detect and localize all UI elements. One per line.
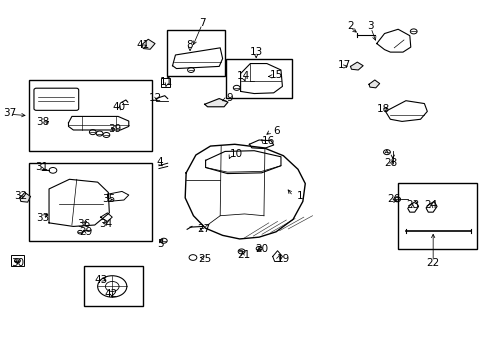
Polygon shape: [141, 39, 155, 49]
Text: 9: 9: [226, 93, 233, 103]
Text: 41: 41: [137, 40, 150, 50]
Text: 24: 24: [424, 200, 437, 210]
Text: 38: 38: [37, 117, 50, 127]
Text: 13: 13: [249, 47, 262, 57]
Text: 34: 34: [99, 219, 112, 229]
Polygon shape: [368, 80, 379, 88]
Polygon shape: [20, 193, 30, 202]
Text: 39: 39: [108, 124, 122, 134]
Text: 12: 12: [148, 93, 162, 103]
Text: 2: 2: [346, 21, 353, 31]
Bar: [29, 163, 152, 241]
Text: 26: 26: [387, 194, 400, 204]
Bar: [397, 183, 476, 249]
Bar: [11, 255, 24, 266]
Bar: [161, 78, 169, 87]
Text: 43: 43: [95, 275, 108, 285]
Text: 15: 15: [269, 70, 283, 80]
Text: 37: 37: [3, 108, 17, 118]
Text: 7: 7: [199, 18, 205, 28]
Text: 18: 18: [376, 104, 389, 113]
Text: 22: 22: [426, 258, 439, 268]
Text: 4: 4: [156, 157, 163, 167]
Text: 17: 17: [337, 60, 350, 70]
Text: 21: 21: [236, 250, 250, 260]
Text: 42: 42: [104, 289, 118, 299]
Text: 3: 3: [367, 21, 373, 31]
Polygon shape: [350, 62, 363, 70]
Text: 23: 23: [405, 200, 419, 210]
Text: 35: 35: [102, 194, 115, 203]
Bar: [166, 30, 224, 76]
Text: 16: 16: [262, 136, 275, 147]
Text: 19: 19: [276, 253, 289, 264]
Text: 25: 25: [198, 253, 211, 264]
Text: 28: 28: [384, 158, 397, 168]
Text: 8: 8: [186, 40, 193, 50]
Polygon shape: [204, 99, 227, 107]
Text: 36: 36: [77, 219, 90, 229]
Bar: [29, 80, 152, 152]
Text: 5: 5: [157, 239, 164, 249]
Text: 11: 11: [160, 77, 173, 87]
Text: 31: 31: [35, 162, 48, 172]
Text: 1: 1: [297, 191, 303, 201]
Text: 30: 30: [11, 258, 24, 268]
Bar: [84, 266, 143, 306]
Text: 32: 32: [14, 191, 27, 201]
Text: 29: 29: [79, 227, 92, 237]
Text: 10: 10: [230, 149, 243, 158]
Text: 40: 40: [112, 102, 125, 112]
Text: 6: 6: [273, 126, 279, 136]
Text: 20: 20: [255, 244, 268, 253]
Text: 14: 14: [236, 71, 250, 81]
Text: 27: 27: [197, 224, 210, 234]
Text: 33: 33: [37, 213, 50, 223]
Bar: [225, 59, 291, 98]
